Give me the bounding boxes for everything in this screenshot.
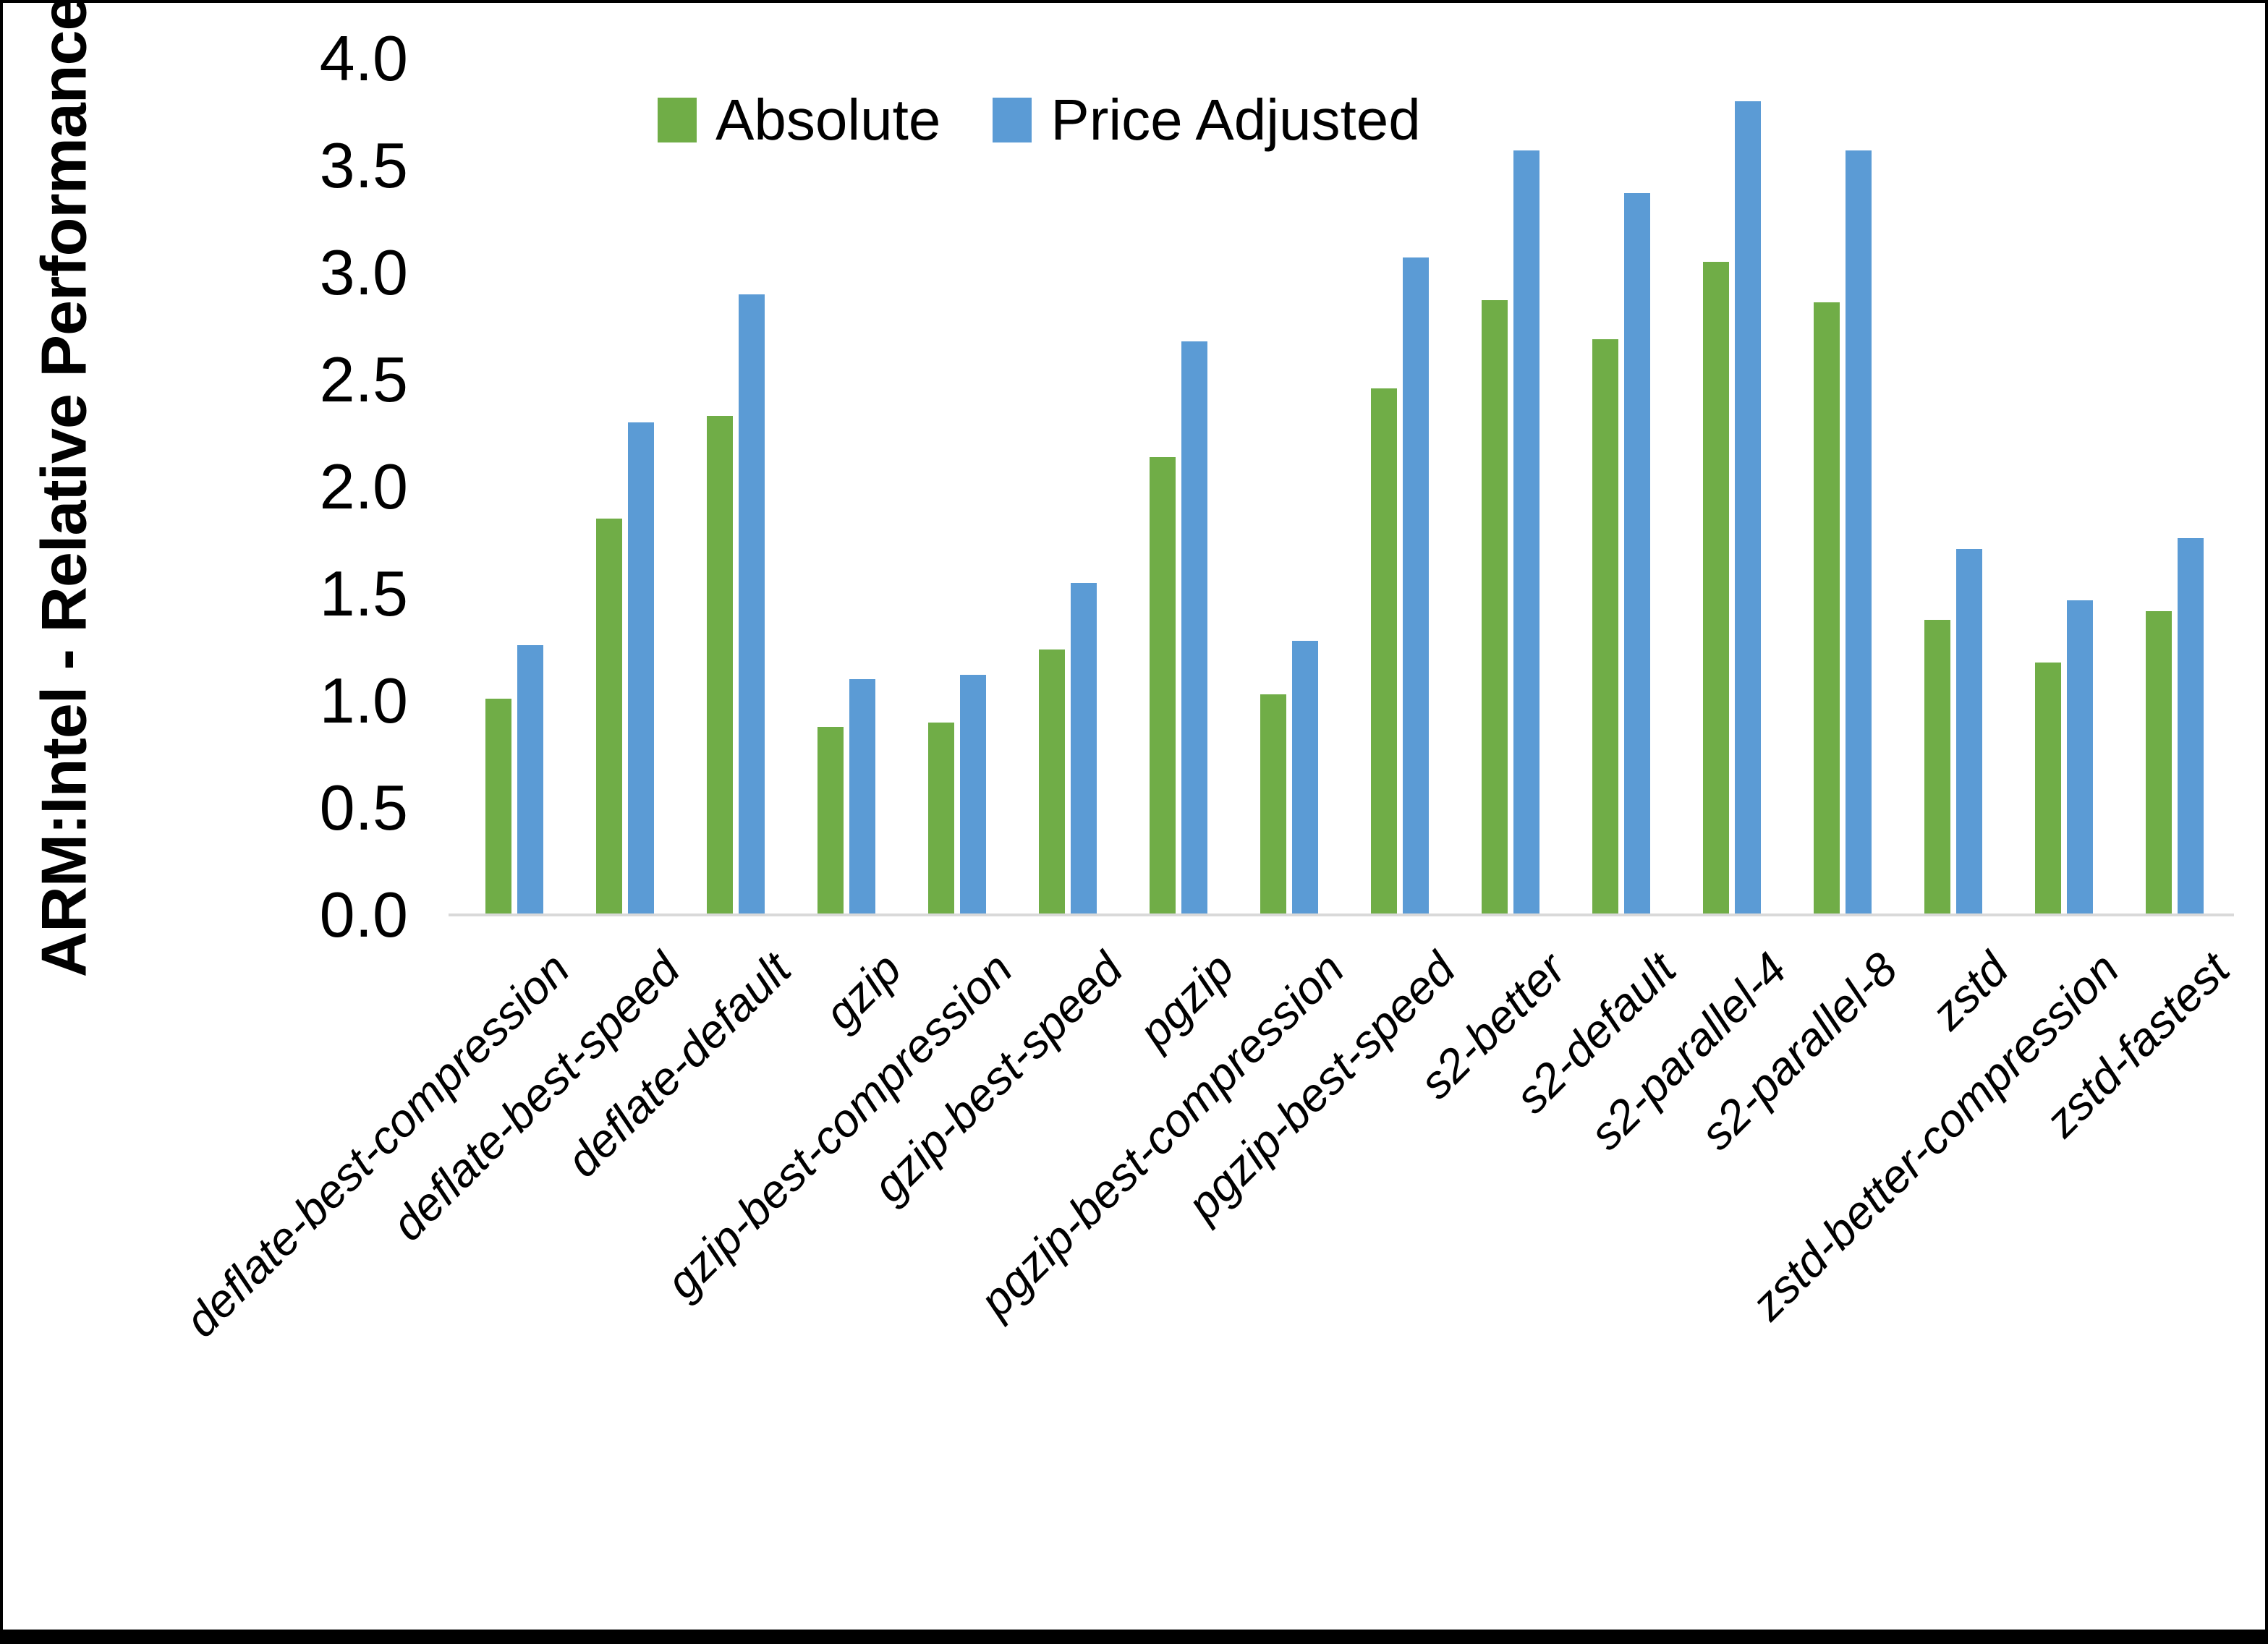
bar-gzip-absolute	[817, 726, 844, 915]
bar-pgzip-best-compression-price-adjusted	[1291, 641, 1318, 915]
bar-s2-default-price-adjusted	[1623, 193, 1650, 915]
bar-pgzip-best-speed-absolute	[1370, 388, 1397, 915]
bar-s2-default-absolute	[1592, 338, 1618, 915]
bar-gzip-price-adjusted	[849, 679, 875, 915]
bar-group-deflate-best-speed	[569, 59, 680, 915]
legend: Absolute Price Adjusted	[658, 91, 1421, 149]
bar-group-deflate-default	[680, 59, 791, 915]
plot-area	[459, 59, 2230, 915]
bar-gzip-best-compression-price-adjusted	[959, 675, 986, 915]
bar-s2-parallel-4-absolute	[1702, 262, 1729, 915]
bar-pgzip-best-speed-price-adjusted	[1402, 257, 1429, 915]
bar-group-zstd	[1898, 59, 2008, 915]
y-tick-label-0.0: 0.0	[319, 879, 408, 950]
bar-s2-parallel-8-price-adjusted	[1845, 150, 1872, 915]
bar-pgzip-absolute	[1149, 456, 1176, 915]
bar-group-gzip-best-speed	[1012, 59, 1123, 915]
legend-swatch-price-adjusted	[993, 98, 1032, 142]
bar-s2-better-price-adjusted	[1513, 150, 1539, 915]
x-axis-line	[449, 913, 2234, 916]
bar-group-s2-better	[1455, 59, 1566, 915]
bar-pgzip-best-compression-absolute	[1260, 694, 1286, 915]
legend-swatch-absolute	[658, 98, 697, 142]
bar-group-pgzip-best-compression	[1233, 59, 1344, 915]
bar-group-zstd-fastest	[2119, 59, 2230, 915]
y-tick-label-4.0: 4.0	[319, 22, 408, 94]
bar-zstd-absolute	[1924, 619, 1950, 915]
bar-group-deflate-best-compression	[459, 59, 569, 915]
bar-gzip-best-speed-absolute	[1038, 649, 1065, 915]
bar-group-gzip	[791, 59, 901, 915]
y-tick-label-3.5: 3.5	[319, 129, 408, 201]
bar-gzip-best-compression-absolute	[927, 722, 954, 915]
bar-zstd-fastest-absolute	[2145, 610, 2172, 915]
bar-s2-parallel-8-absolute	[1813, 302, 1840, 915]
bar-group-s2-parallel-8	[1787, 59, 1898, 915]
bar-s2-better-absolute	[1481, 300, 1508, 915]
bar-group-s2-parallel-4	[1676, 59, 1787, 915]
legend-entry-absolute: Absolute	[658, 91, 940, 149]
bar-group-s2-default	[1566, 59, 1676, 915]
bar-zstd-better-compression-price-adjusted	[2066, 600, 2093, 915]
y-tick-label-2.5: 2.5	[319, 344, 408, 415]
bar-gzip-best-speed-price-adjusted	[1070, 583, 1097, 915]
bar-group-gzip-best-compression	[901, 59, 1012, 915]
bar-zstd-better-compression-absolute	[2034, 662, 2061, 915]
y-axis-title-text: ARM:Intel - Relative Performance	[27, 0, 100, 978]
bar-group-pgzip-best-speed	[1344, 59, 1455, 915]
bar-s2-parallel-4-price-adjusted	[1734, 101, 1761, 915]
bar-deflate-default-absolute	[706, 416, 733, 915]
legend-label-absolute: Absolute	[715, 88, 941, 152]
bar-deflate-best-speed-price-adjusted	[627, 422, 654, 915]
x-label-gzip: gzip	[814, 942, 912, 1040]
y-axis-title: ARM:Intel - Relative Performance	[20, 3, 107, 977]
bar-group-zstd-better-compression	[2008, 59, 2119, 915]
bar-group-pgzip	[1123, 59, 1233, 915]
bar-deflate-default-price-adjusted	[738, 294, 765, 915]
legend-label-price-adjusted: Price Adjusted	[1050, 88, 1421, 152]
bar-deflate-best-speed-absolute	[595, 519, 622, 915]
legend-entry-price-adjusted: Price Adjusted	[993, 88, 1421, 152]
y-tick-label-3.0: 3.0	[319, 237, 408, 308]
y-tick-label-1.5: 1.5	[319, 558, 408, 629]
y-tick-label-1.0: 1.0	[319, 665, 408, 736]
y-tick-label-0.5: 0.5	[319, 772, 408, 843]
x-label-zstd: zstd	[1921, 942, 2018, 1040]
bar-deflate-best-compression-absolute	[485, 699, 511, 915]
y-tick-label-2.0: 2.0	[319, 451, 408, 522]
bar-zstd-fastest-price-adjusted	[2177, 538, 2204, 915]
bar-zstd-price-adjusted	[1955, 548, 1982, 915]
bar-deflate-best-compression-price-adjusted	[517, 645, 543, 915]
bar-pgzip-price-adjusted	[1181, 341, 1207, 915]
